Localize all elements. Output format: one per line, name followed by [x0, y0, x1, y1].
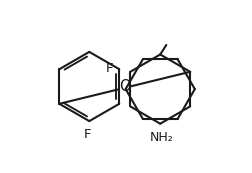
Text: NH₂: NH₂	[149, 131, 173, 144]
Text: F: F	[105, 62, 113, 75]
Text: O: O	[118, 79, 130, 94]
Text: F: F	[83, 128, 91, 141]
